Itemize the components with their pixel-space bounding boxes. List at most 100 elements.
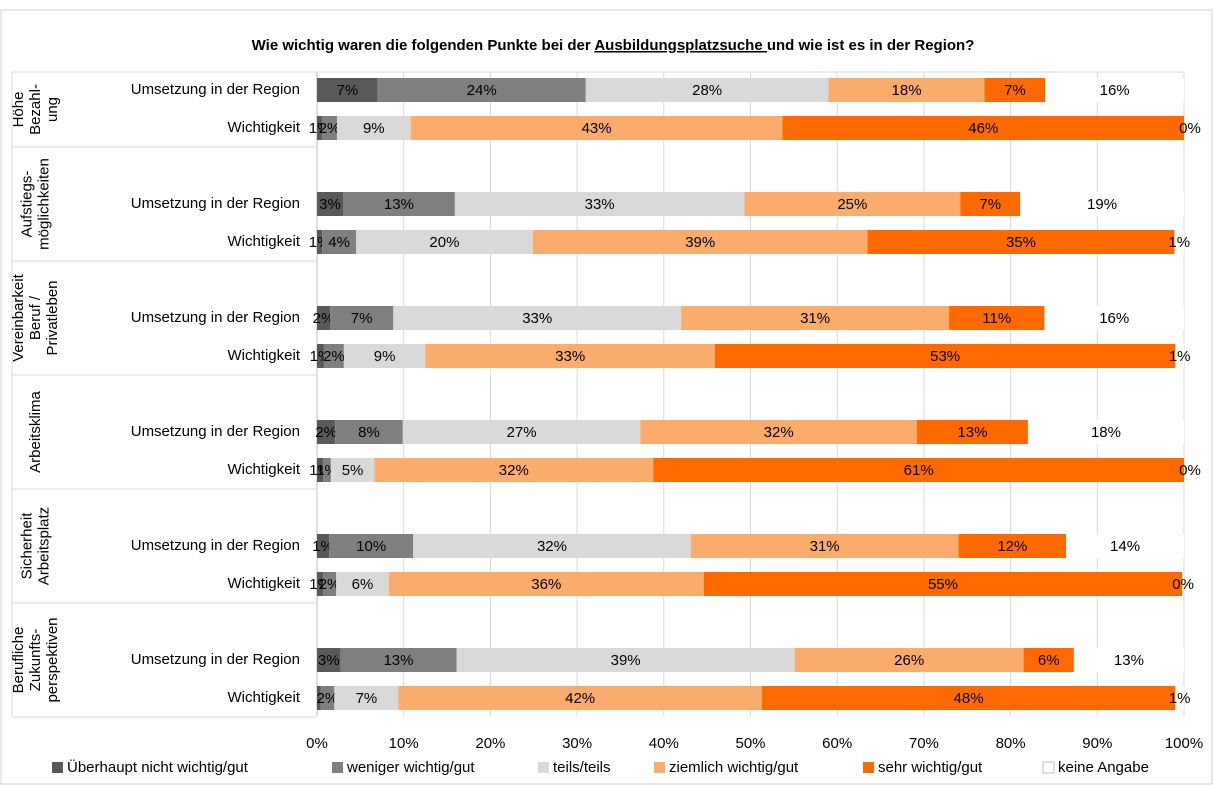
- bar-segment: [343, 192, 455, 216]
- group-label: VereinbarkeitBeruf /Privatleben: [10, 273, 61, 361]
- data-label: 2%: [317, 690, 339, 707]
- bar-segment: [1182, 572, 1184, 596]
- legend-swatch: [538, 762, 549, 773]
- bar-segment: [317, 648, 341, 672]
- bar-segment: [456, 648, 795, 672]
- data-label: 2%: [323, 348, 345, 365]
- legend-label: ziemlich wichtig/gut: [669, 759, 799, 776]
- data-label: 2%: [313, 310, 335, 327]
- x-tick-label: 30%: [562, 735, 592, 752]
- y-tick-label: Wichtigkeit: [227, 119, 300, 136]
- y-tick-label: Umsetzung in der Region: [131, 195, 300, 212]
- data-label: 3%: [319, 196, 341, 213]
- bar-segment: [323, 458, 331, 482]
- x-tick-label: 20%: [475, 735, 505, 752]
- data-label: 13%: [1114, 652, 1144, 669]
- y-tick-label: Wichtigkeit: [227, 347, 300, 364]
- data-label: 13%: [383, 652, 413, 669]
- data-label: 16%: [1100, 82, 1130, 99]
- data-label: 27%: [507, 424, 537, 441]
- data-label: 1%: [1168, 234, 1190, 251]
- bar-segment: [454, 192, 745, 216]
- data-label: 7%: [356, 690, 378, 707]
- data-label: 1%: [312, 538, 334, 555]
- data-label: 8%: [358, 424, 380, 441]
- bar-segment: [867, 230, 1175, 254]
- bar-segment: [317, 572, 324, 596]
- group-label-line: Arbeitsplatz: [35, 507, 52, 585]
- data-label: 31%: [810, 538, 840, 555]
- y-tick-label: Umsetzung in der Region: [131, 537, 300, 554]
- data-label: 33%: [585, 196, 615, 213]
- legend-swatch: [1042, 761, 1055, 774]
- bar-segment: [317, 344, 324, 368]
- bar-segment: [653, 458, 1184, 482]
- bar-segment: [320, 686, 335, 710]
- group-label-line: Sicherheit: [18, 512, 35, 580]
- group-label-line: perspektiven: [44, 617, 61, 702]
- bar-segment: [317, 230, 323, 254]
- bar-segment: [690, 534, 959, 558]
- bar-segment: [317, 420, 336, 444]
- y-tick-label: Umsetzung in der Region: [131, 81, 300, 98]
- data-label: 32%: [499, 462, 529, 479]
- group-label: HöheBezahl-ung: [10, 84, 61, 135]
- group-label-line: Berufliche: [10, 627, 27, 694]
- bar-segment: [958, 534, 1067, 558]
- data-label: 55%: [928, 576, 958, 593]
- title-part: Ausbildungsplatzsuche: [594, 37, 767, 54]
- legend-label: Überhaupt nicht wichtig/gut: [67, 758, 249, 776]
- data-label: 0%: [1179, 462, 1201, 479]
- group-label: SicherheitArbeitsplatz: [18, 507, 52, 585]
- group-label-line: Aufstiegs-: [18, 171, 35, 238]
- bar-segment: [336, 572, 389, 596]
- data-label: 7%: [351, 310, 373, 327]
- bar-segment: [330, 306, 394, 330]
- bar-segment: [317, 306, 331, 330]
- bar-segment: [340, 648, 457, 672]
- bar-segment: [317, 458, 324, 482]
- data-label: 18%: [892, 82, 922, 99]
- bar-segment: [388, 572, 704, 596]
- data-label: 33%: [555, 348, 585, 365]
- legend-label: weniger wichtig/gut: [346, 759, 475, 776]
- x-tick-label: 0%: [306, 735, 328, 752]
- group-label: Aufstiegs-möglichkeiten: [18, 158, 52, 250]
- legend-swatch: [332, 762, 343, 773]
- data-label: 10%: [356, 538, 386, 555]
- bar-segment: [323, 572, 337, 596]
- legend-swatch: [863, 762, 874, 773]
- data-label: 6%: [1038, 652, 1060, 669]
- data-label: 42%: [565, 690, 595, 707]
- bar-segment: [532, 230, 868, 254]
- bar-segment: [374, 458, 654, 482]
- group-label: Arbeitsklima: [27, 390, 44, 472]
- bar-segment: [744, 192, 961, 216]
- bar-segment: [322, 116, 337, 140]
- bar-segment: [1066, 534, 1184, 558]
- bar-segment: [794, 648, 1024, 672]
- data-label: 7%: [1004, 82, 1026, 99]
- legend-swatch: [52, 762, 63, 773]
- group-label-line: Zukunfts-: [27, 629, 44, 692]
- data-label: 35%: [1006, 234, 1036, 251]
- y-tick-label: Wichtigkeit: [227, 689, 300, 706]
- x-tick-label: 50%: [735, 735, 765, 752]
- bar-segment: [317, 116, 323, 140]
- data-label: 32%: [537, 538, 567, 555]
- bar-segment: [1020, 192, 1184, 216]
- bar-segment: [1045, 78, 1184, 102]
- bar-segment: [761, 686, 1176, 710]
- data-label: 9%: [363, 120, 385, 137]
- bar-segment: [413, 534, 691, 558]
- bar-segment: [828, 78, 985, 102]
- y-tick-label: Wichtigkeit: [227, 461, 300, 478]
- bar-segment: [1073, 648, 1184, 672]
- bar-segment: [335, 420, 403, 444]
- bar-segment: [343, 344, 426, 368]
- legend-label: sehr wichtig/gut: [878, 759, 983, 776]
- bar-segment: [398, 686, 762, 710]
- group-label-line: Beruf /: [27, 295, 44, 340]
- bar-segment: [949, 306, 1045, 330]
